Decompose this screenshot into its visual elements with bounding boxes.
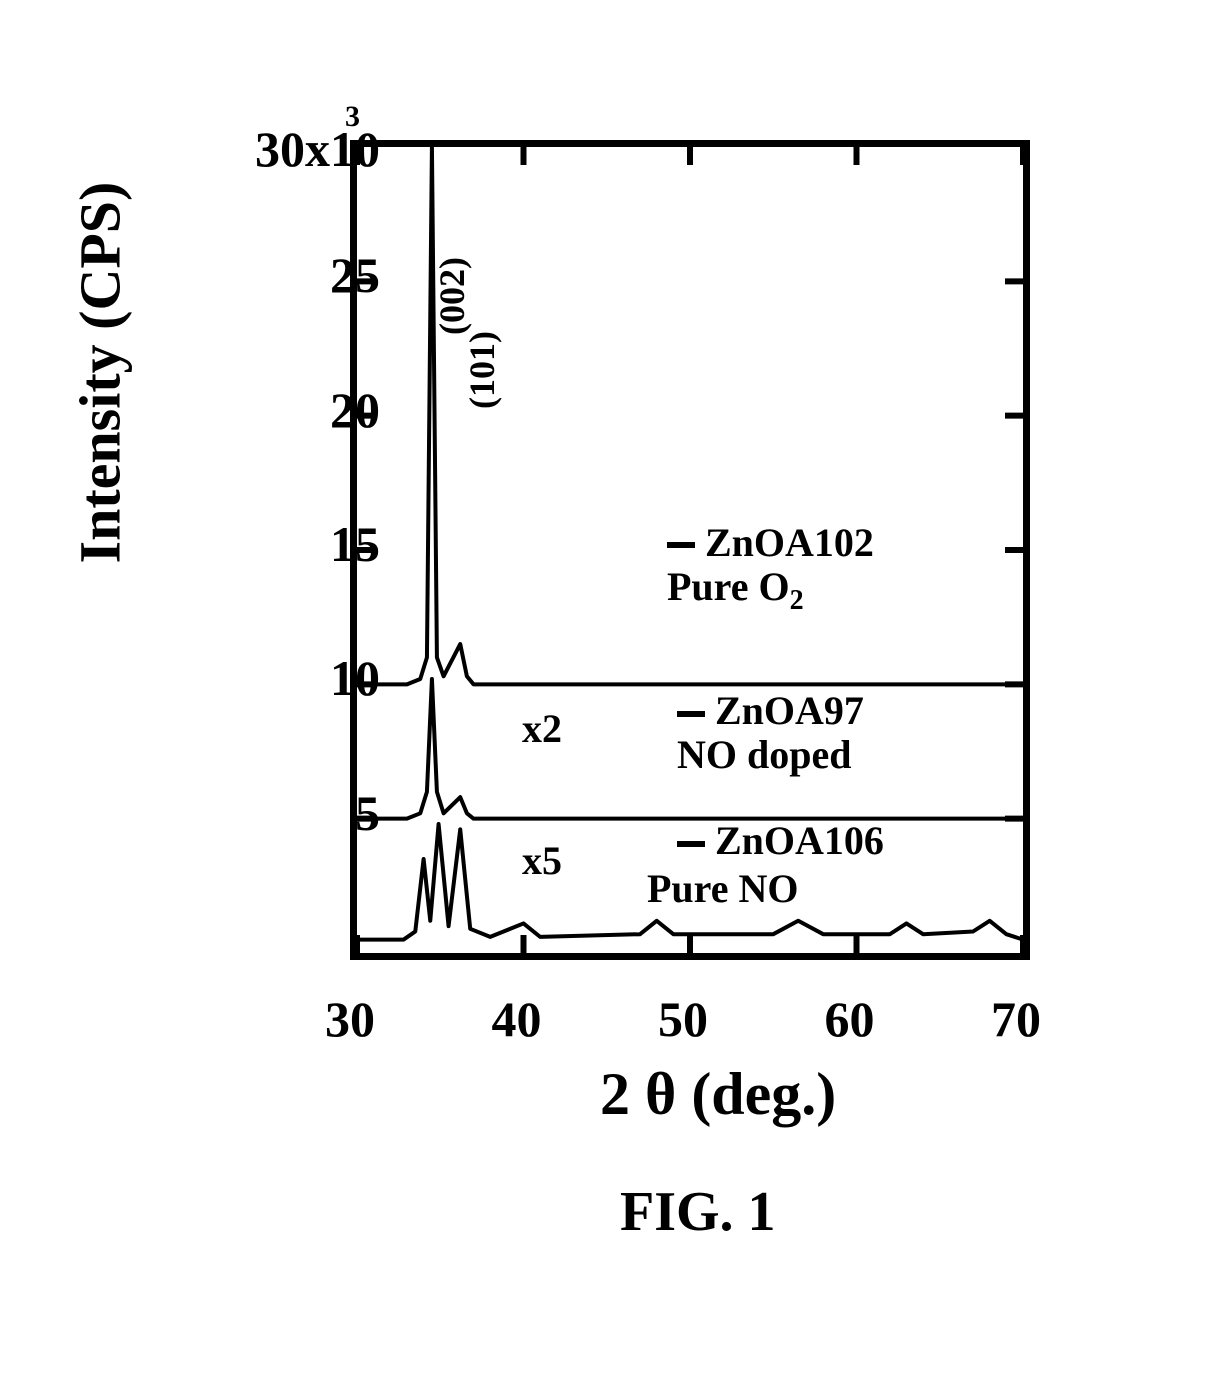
legend-1-sub: Pure O2: [667, 563, 804, 617]
legend-2-mult: x2: [522, 705, 562, 752]
legend-swatch-2: [677, 711, 705, 717]
ytick-25: 25: [330, 246, 380, 304]
ytick-top-exp: 3: [345, 100, 360, 134]
plot-area: (002) (101) ZnOA102 Pure O2 x2 ZnOA97 NO…: [350, 140, 1030, 960]
xtick-30: 30: [325, 990, 375, 1048]
legend-3-sub: Pure NO: [647, 865, 798, 912]
xtick-70: 70: [991, 990, 1041, 1048]
x-axis-label: 2 θ (deg.): [600, 1060, 836, 1129]
ytick-20: 20: [330, 381, 380, 439]
xtick-40: 40: [492, 990, 542, 1048]
legend-2-name: ZnOA97: [715, 687, 864, 734]
xtick-60: 60: [825, 990, 875, 1048]
legend-3-mult: x5: [522, 837, 562, 884]
legend-swatch-3: [677, 841, 705, 847]
xtick-50: 50: [658, 990, 708, 1048]
legend-swatch-1: [667, 542, 695, 548]
legend-2-sub: NO doped: [677, 731, 852, 778]
figure-caption: FIG. 1: [620, 1180, 776, 1244]
peak-label-101: (101): [461, 331, 503, 409]
ytick-15: 15: [330, 515, 380, 573]
ytick-5: 5: [355, 784, 380, 842]
y-axis-label: Intensity (CPS): [67, 182, 134, 564]
ytick-10: 10: [330, 649, 380, 707]
peak-label-002: (002): [431, 257, 473, 335]
legend-3-name: ZnOA106: [715, 817, 884, 864]
legend-1-name: ZnOA102: [705, 519, 874, 566]
xrd-chart: 30x10 3 (002) (101) ZnOA102 Pure O2 x2 Z…: [130, 100, 1080, 1150]
